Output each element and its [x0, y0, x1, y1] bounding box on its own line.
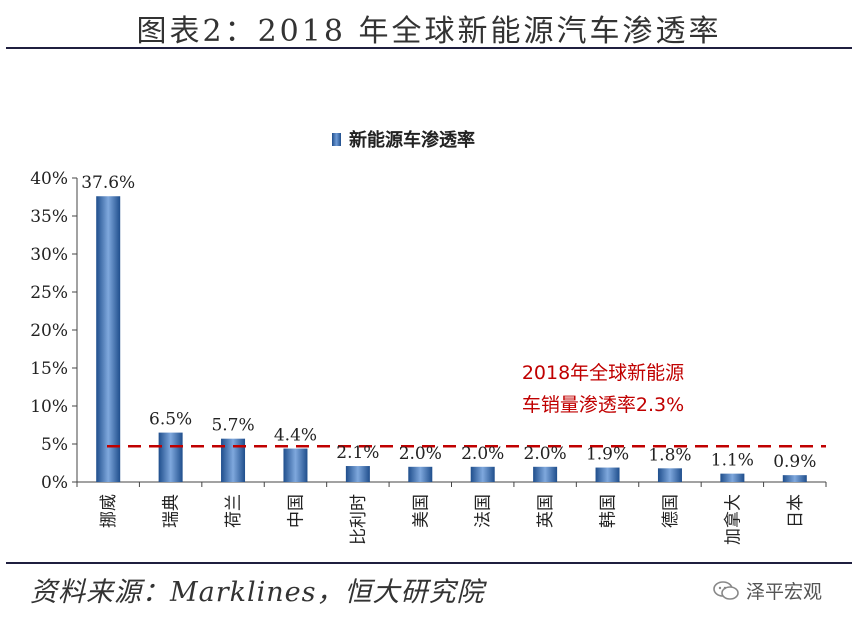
chart-legend: 新能源车渗透率	[332, 126, 475, 152]
bar	[533, 466, 558, 482]
x-category-label: 韩国	[599, 494, 619, 528]
wechat-icon	[713, 580, 739, 600]
x-category-label: 英国	[536, 494, 556, 528]
x-category-label: 挪威	[99, 494, 119, 528]
y-tick-label: 40%	[30, 169, 68, 189]
x-category-label: 美国	[411, 494, 431, 528]
figure-title: 图表2：2018 年全球新能源汽车渗透率	[136, 14, 722, 49]
chart-axes: 0% 5% 10% 15% 20% 25% 30% 35% 40% 挪威 瑞典 荷兰 中国 比利时 美国 法国…	[30, 169, 827, 545]
data-label: 2.0%	[399, 444, 442, 464]
y-tick-label: 30%	[30, 245, 68, 265]
bar	[408, 466, 433, 482]
bar	[720, 473, 745, 482]
data-labels: 37.6% 6.5% 5.7% 4.4% 2.1% 2.0% 2.0% 2.0% 1.9% 1.8…	[81, 173, 816, 472]
data-label: 2.0%	[461, 444, 504, 464]
y-tick-label: 20%	[30, 321, 68, 341]
bar	[657, 468, 682, 482]
bar	[595, 467, 620, 482]
bar	[345, 466, 370, 482]
data-label: 1.1%	[711, 451, 754, 471]
data-label: 0.9%	[773, 452, 816, 472]
data-label: 1.9%	[586, 445, 629, 465]
x-category-label: 瑞典	[162, 494, 182, 528]
y-tick-label: 0%	[41, 473, 68, 493]
x-category-label: 比利时	[349, 494, 369, 545]
data-label: 4.4%	[274, 426, 317, 446]
legend-label: 新能源车渗透率	[349, 130, 475, 151]
data-label: 2.1%	[336, 443, 379, 463]
x-category-label: 法国	[474, 494, 494, 528]
bar	[470, 466, 495, 482]
x-category-label: 中国	[286, 494, 306, 528]
y-tick-label: 25%	[30, 283, 68, 303]
x-category-label: 荷兰	[224, 494, 244, 528]
penetration-annotation: 2018年全球新能源 车销量渗透率2.3%	[478, 357, 728, 421]
watermark: 泽平宏观	[712, 577, 822, 604]
source-note: 资料来源：Marklines，恒大研究院	[30, 577, 485, 608]
x-category-label: 日本	[786, 494, 806, 528]
bar	[96, 196, 121, 483]
x-category-label: 加拿大	[722, 494, 743, 545]
data-label: 37.6%	[81, 173, 135, 193]
data-label: 6.5%	[149, 410, 192, 430]
watermark-text: 泽平宏观	[746, 581, 823, 603]
annotation-line-1: 2018年全球新能源	[521, 362, 685, 384]
data-label: 5.7%	[211, 416, 254, 436]
y-tick-label: 15%	[30, 359, 68, 379]
x-category-label: 德国	[661, 494, 681, 528]
bar	[158, 432, 183, 482]
bar	[283, 448, 308, 482]
legend-swatch	[332, 132, 341, 146]
y-tick-label: 5%	[41, 435, 68, 455]
top-rule	[6, 47, 852, 49]
annotation-line-2: 车销量渗透率2.3%	[521, 394, 685, 416]
y-tick-label: 35%	[30, 207, 68, 227]
data-label: 1.8%	[648, 445, 691, 465]
bar	[782, 475, 807, 482]
data-label: 2.0%	[524, 444, 567, 464]
bottom-rule	[6, 562, 852, 564]
y-tick-label: 10%	[30, 397, 68, 417]
bar-series	[96, 196, 807, 483]
